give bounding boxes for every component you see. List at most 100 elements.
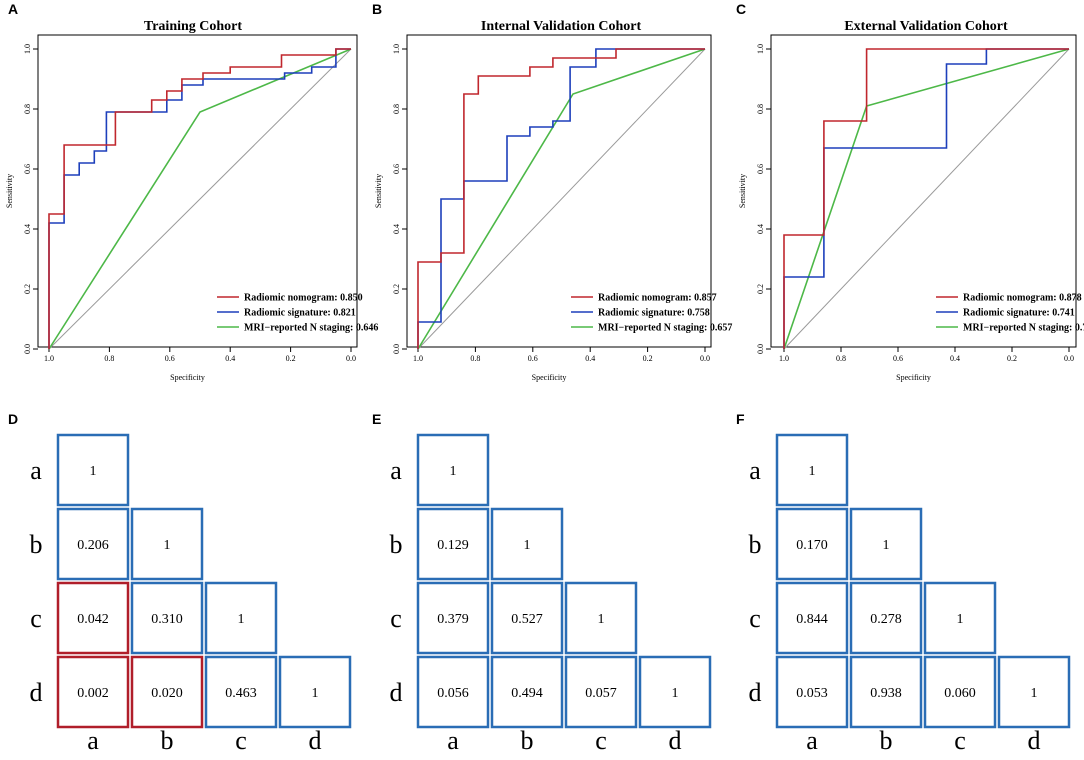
- matrix-cell-value: 1: [883, 538, 890, 553]
- matrix-cell-value: 0.002: [77, 686, 109, 701]
- matrix-cell-box: [775, 581, 849, 655]
- matrix-cell-box: [130, 655, 204, 729]
- matrix-cell-box: [490, 655, 564, 729]
- matrix-cell-box: [130, 507, 204, 581]
- x-tick-label: 0.8: [836, 354, 846, 363]
- x-tick-label: 1.0: [779, 354, 789, 363]
- matrix-cell-value: 0.527: [511, 612, 543, 627]
- matrix-cell-box: [56, 581, 130, 655]
- x-tick-label: 0.2: [286, 354, 296, 363]
- pvalue-matrix-d: Da 1 b 0.206 1 c 0.042 0.310 1 d 0.002 0.020 0.463 1 a…: [8, 411, 352, 755]
- chart-title: Training Cohort: [144, 19, 242, 34]
- x-tick-label: 1.0: [44, 354, 54, 363]
- x-tick-label: 0.8: [104, 354, 114, 363]
- matrix-cell-box: [204, 655, 278, 729]
- x-tick-label: 0.8: [470, 354, 480, 363]
- column-label: b: [521, 726, 534, 755]
- legend-label: MRI−reported N staging: 0.646: [244, 323, 378, 334]
- matrix-cell-value: 1: [90, 464, 97, 479]
- matrix-cell-value: 1: [164, 538, 171, 553]
- legend-label: Radiomic signature: 0.741: [963, 308, 1075, 319]
- matrix-cell-value: 0.042: [77, 612, 109, 627]
- matrix-cell-box: [638, 655, 712, 729]
- matrix-cell-box: [923, 581, 997, 655]
- roc-panel-c: C External Validation Cohort 1.0 0.8 0.6 0.4 0…: [736, 1, 1084, 382]
- legend-label: Radiomic nomogram: 0.878: [963, 293, 1082, 304]
- matrix-cell-value: 0.053: [796, 686, 828, 701]
- matrix-cell-value: 0.844: [796, 612, 828, 627]
- roc-curve-series-1: [48, 48, 351, 349]
- row-label: b: [30, 530, 43, 559]
- row-label: a: [749, 456, 761, 485]
- x-tick-label: 0.6: [165, 354, 175, 363]
- row-label: a: [390, 456, 402, 485]
- row-label: a: [30, 456, 42, 485]
- y-tick-label: 0.6: [23, 164, 32, 174]
- reference-diagonal: [417, 48, 706, 350]
- y-tick-label: 0.4: [756, 224, 765, 234]
- column-label: a: [806, 726, 818, 755]
- row-label: d: [30, 678, 43, 707]
- column-label: c: [595, 726, 607, 755]
- matrix-cell-value: 1: [312, 686, 319, 701]
- column-label: a: [87, 726, 99, 755]
- matrix-cell-box: [416, 655, 490, 729]
- x-tick-label: 0.4: [225, 354, 235, 363]
- matrix-cell-value: 0.170: [796, 538, 828, 553]
- y-tick-label: 0.6: [392, 164, 401, 174]
- matrix-cell-box: [775, 433, 849, 507]
- matrix-cell-value: 0.310: [151, 612, 183, 627]
- x-axis-label: Specificity: [170, 373, 205, 382]
- x-tick-label: 0.0: [1064, 354, 1074, 363]
- row-label: c: [30, 604, 42, 633]
- legend-label: MRI−reported N staging: 0.762: [963, 323, 1084, 334]
- legend-label: Radiomic nomogram: 0.857: [598, 293, 717, 304]
- matrix-cell-value: 0.020: [151, 686, 183, 701]
- panel-letter: C: [736, 1, 746, 17]
- matrix-cell-value: 0.938: [870, 686, 902, 701]
- matrix-cell-box: [278, 655, 352, 729]
- chart-title: External Validation Cohort: [844, 19, 1008, 34]
- matrix-cell-value: 0.463: [225, 686, 257, 701]
- matrix-cell-value: 0.060: [944, 686, 976, 701]
- matrix-cell-box: [490, 581, 564, 655]
- row-label: c: [390, 604, 402, 633]
- matrix-cell-box: [130, 581, 204, 655]
- x-tick-label: 0.6: [528, 354, 538, 363]
- matrix-cell-value: 0.206: [77, 538, 109, 553]
- x-tick-label: 0.2: [643, 354, 653, 363]
- y-tick-label: 0.0: [23, 344, 32, 354]
- y-tick-label: 0.4: [392, 224, 401, 234]
- y-tick-label: 0.0: [756, 344, 765, 354]
- y-tick-label: 0.8: [392, 104, 401, 114]
- roc-panel-a: A Training Cohort 1.0 0.8 0.6 0.4 0.2 0.0 0.0 0.2…: [5, 1, 378, 382]
- y-axis-label: Sensitivity: [5, 174, 14, 208]
- x-tick-label: 1.0: [413, 354, 423, 363]
- column-label: d: [1028, 726, 1041, 755]
- panel-letter: F: [736, 411, 745, 427]
- matrix-cell-box: [775, 655, 849, 729]
- matrix-cell-value: 1: [1031, 686, 1038, 701]
- matrix-cell-box: [923, 655, 997, 729]
- legend-label: MRI−reported N staging: 0.657: [598, 323, 732, 334]
- matrix-cell-value: 0.129: [437, 538, 469, 553]
- y-tick-label: 0.0: [392, 344, 401, 354]
- matrix-cell-box: [204, 581, 278, 655]
- chart-title: Internal Validation Cohort: [481, 19, 642, 34]
- x-tick-label: 0.0: [700, 354, 710, 363]
- y-axis-label: Sensitivity: [738, 174, 747, 208]
- row-label: b: [749, 530, 762, 559]
- matrix-cell-value: 0.057: [585, 686, 617, 701]
- matrix-cell-box: [416, 433, 490, 507]
- row-label: c: [749, 604, 761, 633]
- x-axis-label: Specificity: [896, 373, 931, 382]
- roc-curve-series-1: [417, 48, 705, 349]
- roc-curve-series-3: [48, 48, 352, 350]
- reference-diagonal: [783, 48, 1070, 350]
- matrix-cell-value: 1: [672, 686, 679, 701]
- x-tick-label: 0.0: [346, 354, 356, 363]
- roc-panel-b: B Internal Validation Cohort 1.0 0.8 0.6 0.4 0…: [372, 1, 732, 382]
- column-label: c: [235, 726, 247, 755]
- matrix-cell-box: [997, 655, 1071, 729]
